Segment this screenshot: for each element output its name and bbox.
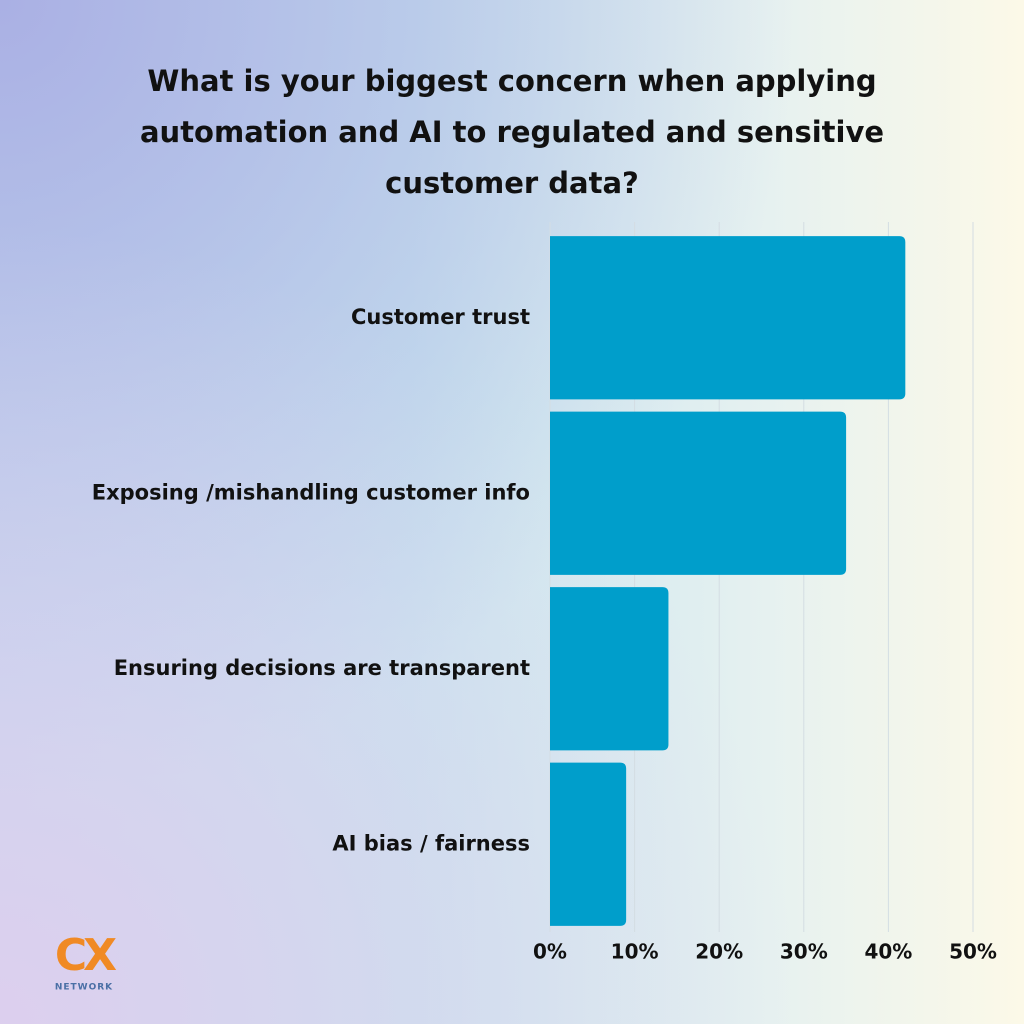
bar (550, 762, 627, 926)
logo-text: CX (55, 930, 117, 981)
x-tick-label: 40% (864, 940, 912, 964)
y-tick-label: AI bias / fairness (332, 831, 530, 855)
x-tick-label: 0% (533, 940, 567, 964)
y-tick-label: Customer trust (351, 305, 530, 329)
bar (550, 236, 906, 400)
x-tick-label: 50% (949, 940, 997, 964)
y-tick-label: Ensuring decisions are transparent (114, 656, 530, 680)
x-tick-label: 10% (611, 940, 659, 964)
x-tick-label: 30% (780, 940, 828, 964)
bar (550, 411, 847, 575)
y-tick-label: Exposing /mishandling customer info (92, 480, 530, 504)
logo-subtext: NETWORK (55, 983, 113, 993)
bar (550, 587, 669, 751)
chart-title: What is your biggest concern when applyi… (139, 64, 885, 200)
x-tick-label: 20% (695, 940, 743, 964)
